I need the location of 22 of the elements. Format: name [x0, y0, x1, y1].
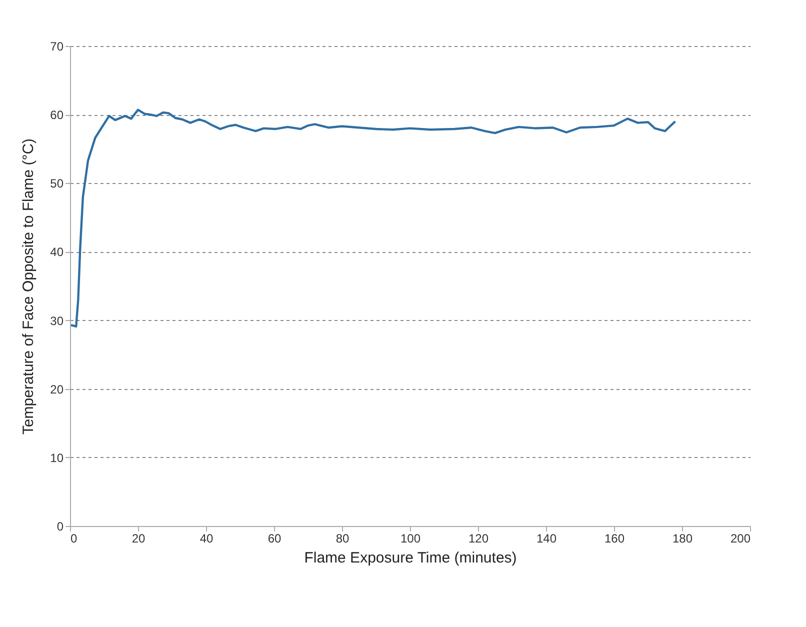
x-axis-title: Flame Exposure Time (minutes): [304, 550, 517, 566]
y-axis-title: Temperature of Face Opposite to Flame (°C): [20, 138, 38, 435]
x-tick-label: 0: [70, 532, 78, 546]
x-tick-label: 20: [132, 532, 146, 546]
y-tick-label: 50: [50, 176, 64, 191]
y-tick-label: 20: [50, 382, 64, 396]
x-tick-label: 100: [400, 532, 421, 546]
x-tick-label: 120: [468, 532, 489, 546]
x-tick-label: 200: [730, 532, 751, 546]
x-tick-label: 40: [200, 532, 214, 546]
y-tick-label: 60: [50, 108, 64, 122]
x-tick-label: 180: [672, 532, 693, 546]
x-tick-label: 160: [604, 532, 625, 546]
y-tick-label: 10: [50, 450, 64, 465]
x-tick-label: 80: [336, 532, 350, 546]
y-tick-label: 30: [50, 314, 64, 328]
y-tick-label: 40: [50, 245, 64, 260]
x-tick-label: 60: [268, 532, 282, 546]
y-tick-label: 70: [50, 40, 64, 54]
line-series: [70, 108, 676, 328]
y-tick-label: 0: [56, 520, 64, 534]
x-tick-label: 140: [536, 532, 557, 546]
